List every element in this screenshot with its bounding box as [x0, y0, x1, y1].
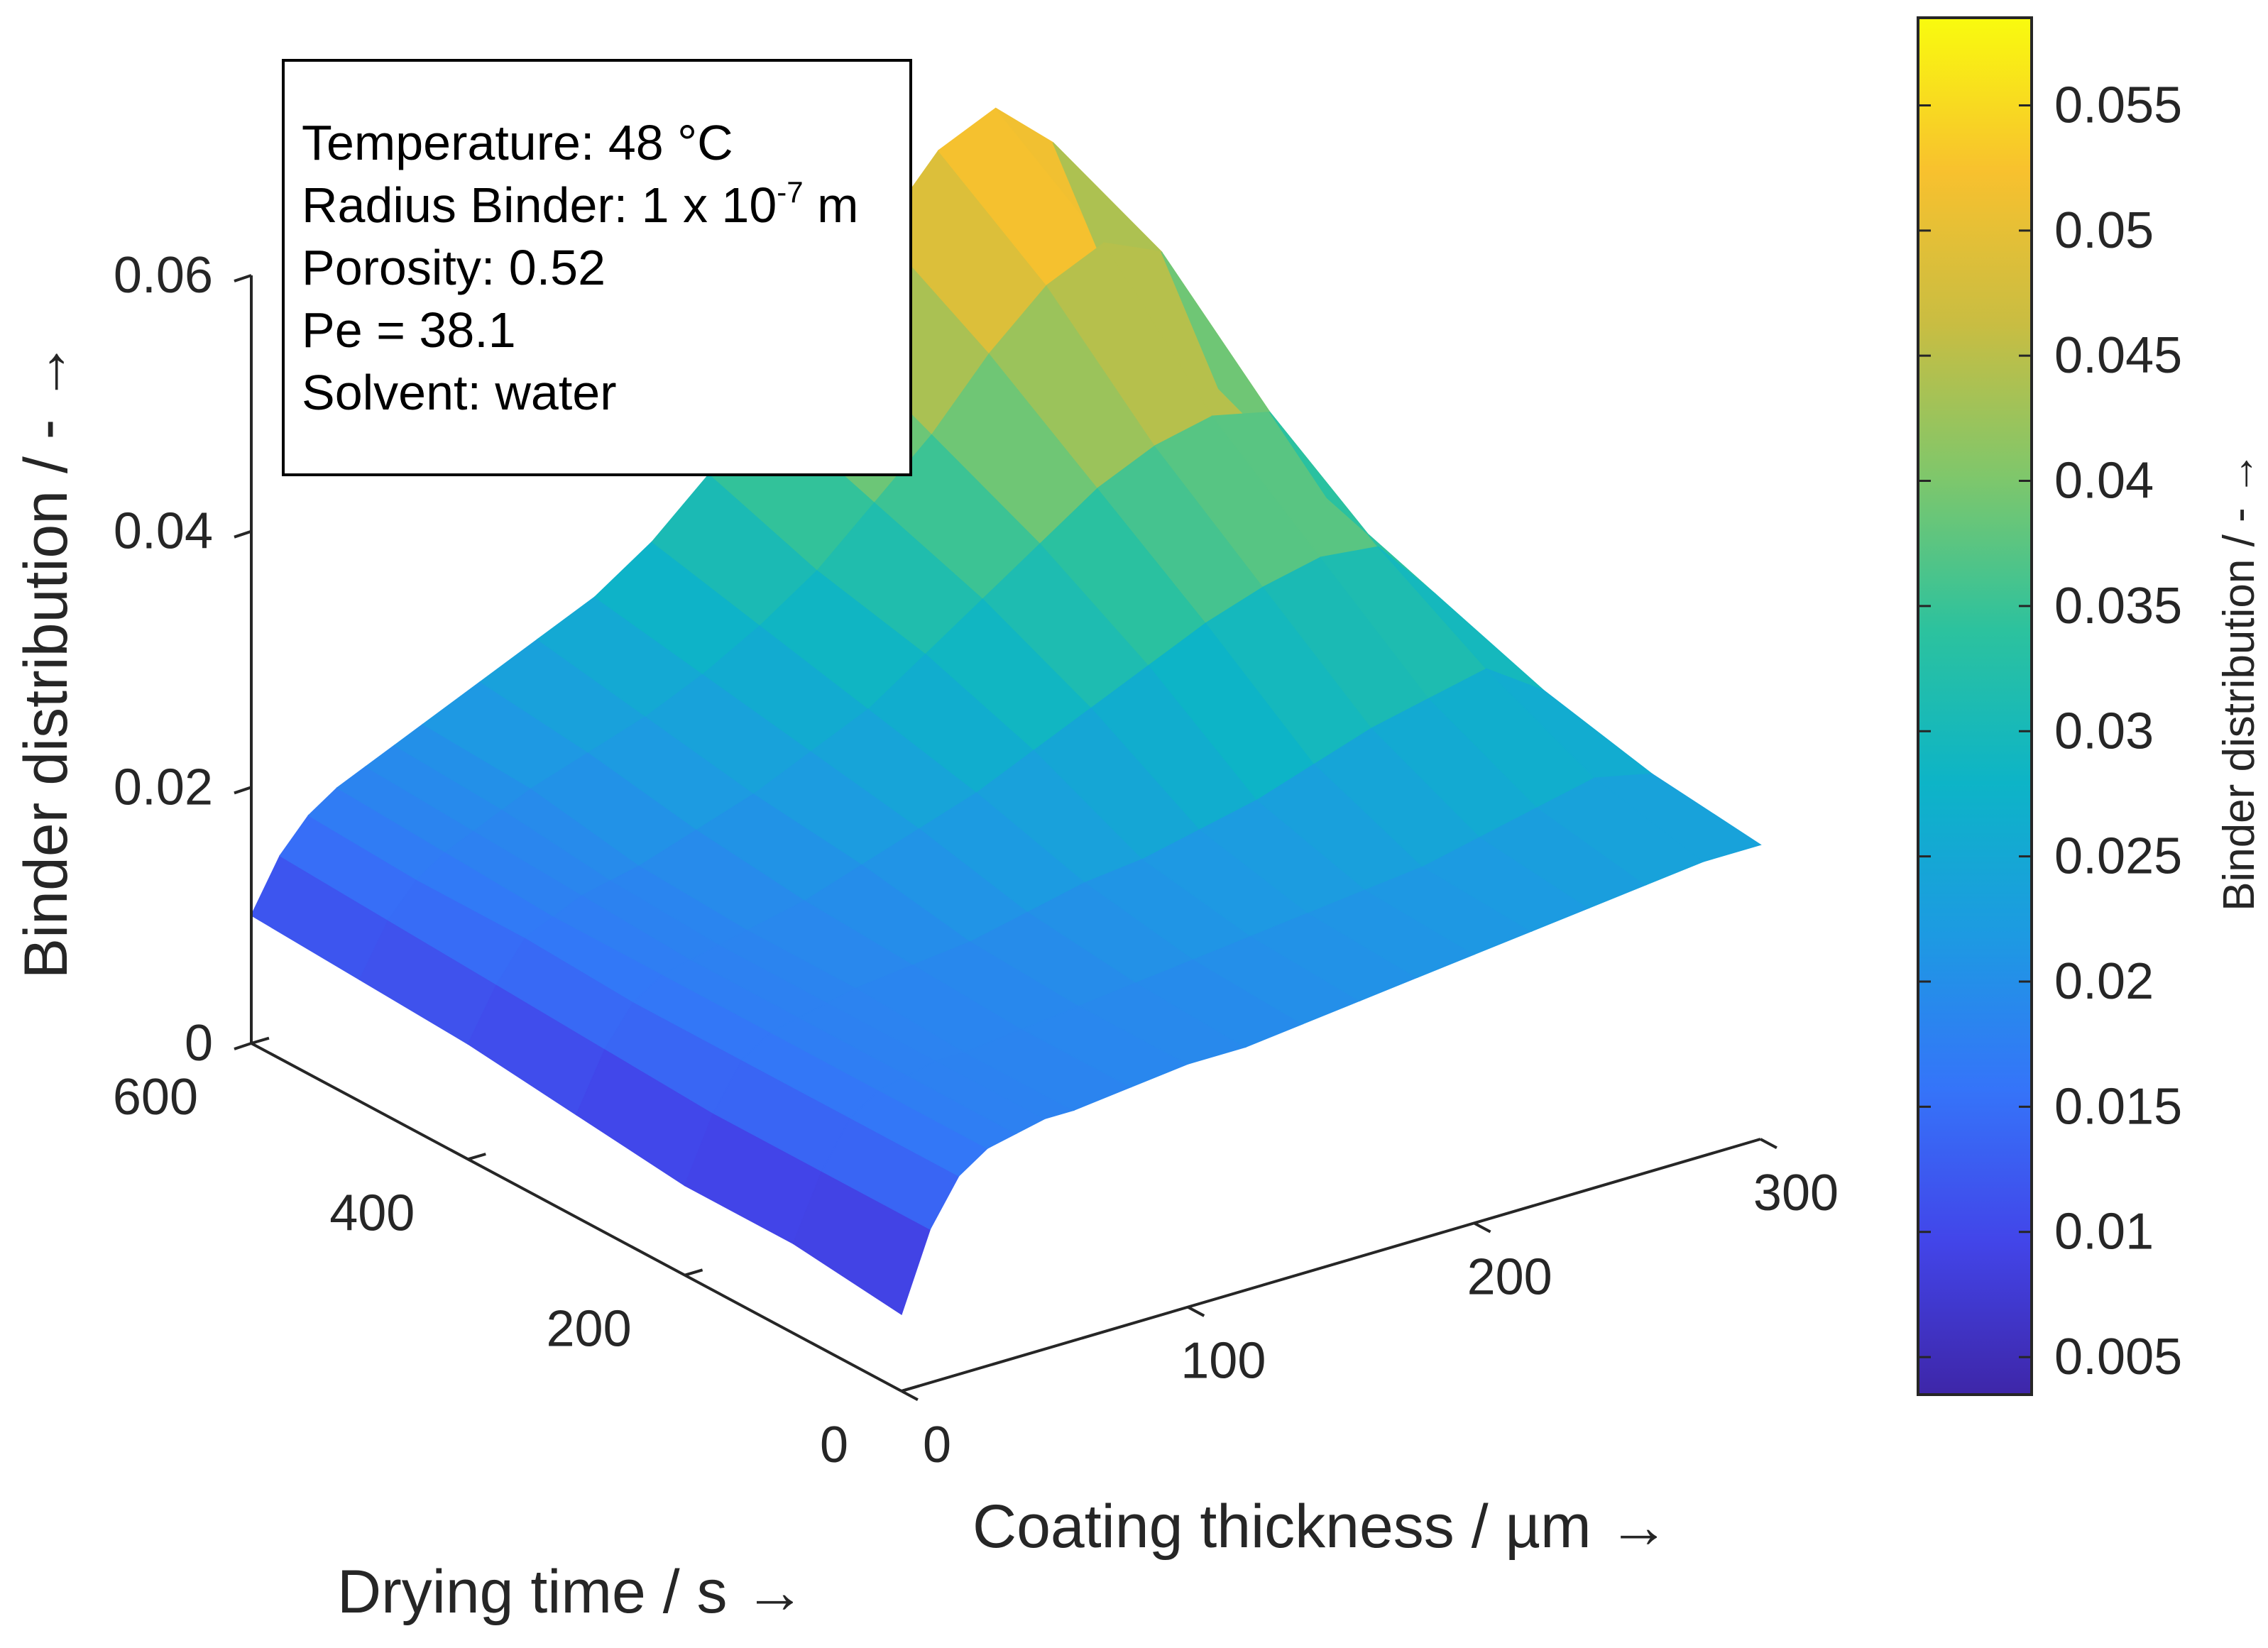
colorbar-tick-label: 0.03	[2054, 703, 2154, 759]
thickness-tick-mark	[1760, 1138, 1777, 1150]
time-tick-mark	[684, 1268, 703, 1277]
binder-tick-label: 0.04	[114, 503, 213, 560]
surface-patch	[1593, 773, 1762, 862]
colorbar-tick-label: 0.025	[2054, 828, 2182, 885]
thickness-tick-label: 200	[1467, 1248, 1552, 1305]
colorbar-gradient	[1917, 16, 2033, 1396]
binder-tick-label: 0.02	[114, 759, 213, 815]
thickness-tick-label: 100	[1180, 1333, 1266, 1390]
colorbar-tick-label: 0.035	[2054, 578, 2182, 635]
binder-tick-mark	[234, 1042, 252, 1050]
axes-layer: 0100200300020040060000.020.040.06Coating…	[12, 247, 1839, 1626]
thickness-tick-mark	[1187, 1305, 1205, 1317]
temperature-label: Temperature: 48 °C	[302, 115, 733, 170]
time-axis-title: Drying time / s →	[337, 1558, 805, 1626]
colorbar-tick-label: 0.005	[2054, 1329, 2182, 1385]
time-tick-label: 0	[820, 1417, 848, 1473]
peclet-number-label: Pe = 38.1	[302, 302, 516, 358]
radius-binder-unit: m	[803, 177, 859, 233]
binder-axis-title: Binder distribution / - →	[12, 341, 80, 979]
thickness-axis-title: Coating thickness / µm →	[973, 1493, 1670, 1561]
colorbar-tick-label: 0.02	[2054, 953, 2154, 1010]
colorbar-tick-label: 0.015	[2054, 1078, 2182, 1135]
binder-tick-mark	[234, 274, 252, 282]
thickness-tick-label: 0	[923, 1417, 951, 1473]
time-tick-label: 400	[329, 1185, 415, 1241]
radius-binder-label: Radius Binder: 1 x 10-7 m	[302, 174, 909, 236]
thickness-tick-mark	[901, 1390, 919, 1402]
binder-tick-mark	[234, 529, 252, 539]
radius-binder-exponent: -7	[777, 175, 804, 209]
thickness-tick-label: 300	[1753, 1165, 1839, 1221]
time-axis-line	[251, 1042, 902, 1392]
colorbar: 0.005 0.01 0.015 0.02 0.025 0.03 0.035 0.04 0.04…	[1917, 16, 2264, 1396]
solvent-label: Solvent: water	[302, 365, 617, 420]
colorbar-tick-label: 0.055	[2054, 77, 2182, 133]
radius-binder-prefix: Radius Binder: 1 x 10	[302, 177, 777, 233]
time-tick-mark	[901, 1384, 920, 1392]
time-tick-label: 200	[547, 1301, 632, 1358]
thickness-tick-mark	[1473, 1221, 1491, 1234]
porosity-label: Porosity: 0.52	[302, 240, 606, 295]
colorbar-tick-label: 0.045	[2054, 327, 2182, 384]
time-tick-label: 600	[113, 1069, 198, 1126]
colorbar-tick-label: 0.01	[2054, 1204, 2154, 1260]
colorbar-tick-label: 0.05	[2054, 202, 2154, 259]
thickness-axis-line	[901, 1138, 1761, 1392]
binder-tick-label: 0.06	[114, 247, 213, 304]
surface-layer	[251, 107, 1762, 1315]
binder-tick-mark	[234, 786, 252, 795]
parameter-annotation-box: Temperature: 48 °C Radius Binder: 1 x 10…	[282, 59, 912, 476]
colorbar-title: Binder distribution / - →	[2215, 451, 2264, 911]
binder-tick-label: 0	[185, 1015, 213, 1072]
colorbar-tick-label: 0.04	[2054, 453, 2154, 510]
time-tick-mark	[467, 1153, 486, 1161]
time-tick-mark	[251, 1036, 270, 1045]
